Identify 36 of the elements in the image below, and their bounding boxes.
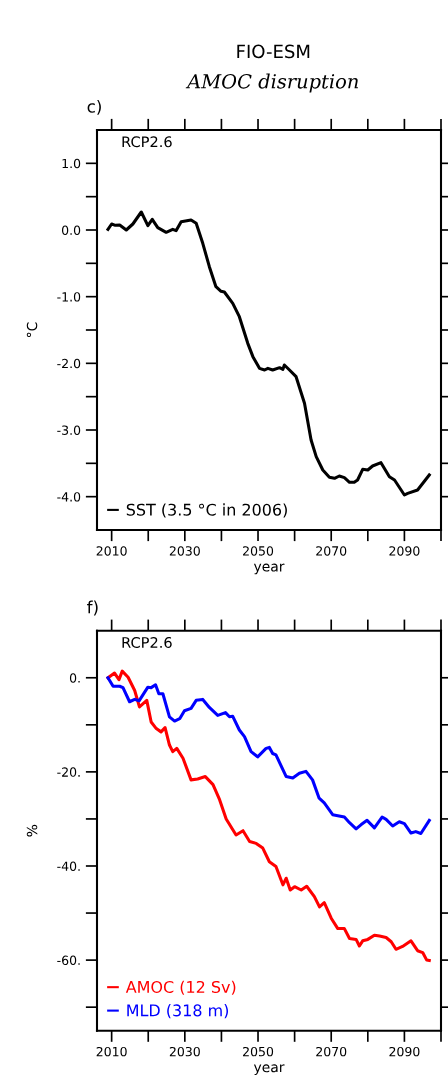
y-tick-label: -40. [57, 861, 80, 871]
text: c) [87, 99, 101, 115]
y-tick-label: -4.0 [57, 492, 81, 502]
y-tick-label: -3.0 [57, 425, 81, 435]
x-tick-label: 2050 [243, 1046, 274, 1057]
line-series [106, 669, 431, 963]
y-tick-label: 0.0 [61, 225, 81, 235]
x-tick-label: 2070 [316, 1046, 347, 1057]
y-axis-title: % [26, 824, 38, 837]
y-tick-label: -1.0 [57, 292, 81, 302]
x-tick-label: 2090 [389, 1046, 420, 1057]
legend-label: MLD (318 m) [127, 1004, 229, 1019]
chart-title: FIO-ESM [237, 44, 310, 59]
chart-subtitle: AMOC disruption [185, 73, 358, 93]
legend-label: AMOC (12 Sv) [125, 980, 236, 995]
x-tick-label: 2030 [169, 1046, 200, 1057]
x-tick-label: 2050 [243, 546, 274, 556]
y-axis-title: °C [26, 322, 38, 337]
x-tick-label: 2010 [96, 1046, 127, 1057]
x-axis-title: year [253, 563, 285, 575]
line-series [106, 676, 431, 836]
y-tick-label: 1.0 [62, 158, 81, 169]
x-tick-label: 2070 [316, 546, 347, 556]
x-axis-title: year [253, 1064, 285, 1075]
y-tick-label: -2.0 [57, 358, 81, 369]
x-tick-label: 2090 [389, 546, 420, 556]
text: f) [87, 600, 98, 616]
y-tick-label: 0. [69, 673, 80, 683]
x-tick-label: 2010 [96, 546, 127, 556]
line-series [106, 210, 431, 497]
annotation: RCP2.6 [122, 136, 172, 148]
y-tick-label: -20. [57, 767, 80, 777]
x-tick-label: 2030 [169, 546, 200, 556]
annotation: RCP2.6 [122, 636, 172, 648]
y-tick-label: -60. [57, 955, 80, 966]
legend-label: SST (3.5 °C in 2006) [126, 503, 287, 518]
